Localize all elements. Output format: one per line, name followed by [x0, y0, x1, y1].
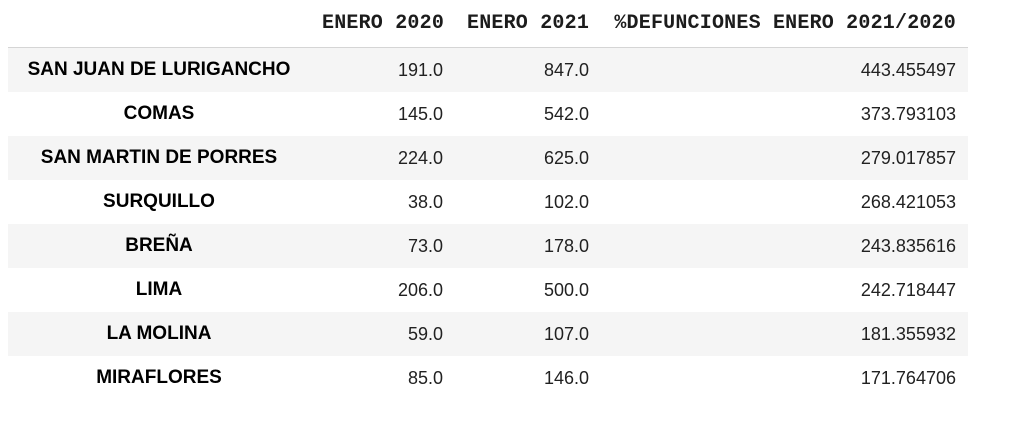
column-header-enero-2021: ENERO 2021 — [455, 0, 601, 48]
column-header-pct-defunciones: %DEFUNCIONES ENERO 2021/2020 — [601, 0, 968, 48]
district-label: MIRAFLORES — [96, 367, 222, 388]
table-body: SAN JUAN DE LURIGANCHO 191.0 847.0 443.4… — [8, 47, 968, 400]
cell-enero-2021: 500.0 — [543, 279, 589, 300]
district-label: LA MOLINA — [106, 323, 212, 344]
index-corner-cell — [8, 0, 310, 48]
cell-enero-2020: 73.0 — [407, 235, 443, 256]
cell-enero-2020: 191.0 — [397, 59, 443, 80]
table-row: COMAS 145.0 542.0 373.793103 — [8, 92, 968, 136]
district-label: COMAS — [123, 103, 195, 124]
cell-pct-defunciones: 279.017857 — [860, 147, 956, 168]
cell-pct-defunciones: 242.718447 — [860, 279, 956, 300]
cell-pct-defunciones: 373.793103 — [860, 103, 956, 124]
table-row: SAN MARTIN DE PORRES 224.0 625.0 279.017… — [8, 136, 968, 180]
cell-pct-defunciones: 443.455497 — [860, 59, 956, 80]
cell-enero-2021: 178.0 — [543, 235, 589, 256]
table-row: SAN JUAN DE LURIGANCHO 191.0 847.0 443.4… — [8, 47, 968, 92]
cell-enero-2021: 625.0 — [543, 147, 589, 168]
district-label: SAN JUAN DE LURIGANCHO — [27, 59, 291, 80]
cell-enero-2021: 146.0 — [543, 367, 589, 388]
cell-pct-defunciones: 243.835616 — [860, 235, 956, 256]
table-header: ENERO 2020 ENERO 2021 %DEFUNCIONES ENERO… — [8, 0, 968, 48]
cell-enero-2021: 847.0 — [543, 59, 589, 80]
table-row: SURQUILLO 38.0 102.0 268.421053 — [8, 180, 968, 224]
table-row: BREÑA 73.0 178.0 243.835616 — [8, 224, 968, 268]
cell-pct-defunciones: 181.355932 — [860, 323, 956, 344]
cell-enero-2021: 107.0 — [543, 323, 589, 344]
column-header-enero-2020: ENERO 2020 — [310, 0, 455, 48]
cell-enero-2020: 145.0 — [397, 103, 443, 124]
table-row: LIMA 206.0 500.0 242.718447 — [8, 268, 968, 312]
cell-enero-2020: 206.0 — [397, 279, 443, 300]
cell-enero-2021: 102.0 — [543, 191, 589, 212]
cell-enero-2020: 59.0 — [407, 323, 443, 344]
table-row: LA MOLINA 59.0 107.0 181.355932 — [8, 312, 968, 356]
cell-pct-defunciones: 268.421053 — [860, 191, 956, 212]
header-row: ENERO 2020 ENERO 2021 %DEFUNCIONES ENERO… — [8, 0, 968, 48]
table-row: MIRAFLORES 85.0 146.0 171.764706 — [8, 356, 968, 400]
district-label: SAN MARTIN DE PORRES — [40, 147, 278, 168]
cell-enero-2020: 85.0 — [407, 367, 443, 388]
cell-enero-2020: 224.0 — [397, 147, 443, 168]
district-label: LIMA — [135, 279, 183, 300]
district-label: SURQUILLO — [103, 191, 215, 212]
cell-pct-defunciones: 171.764706 — [860, 367, 956, 388]
defunciones-table: ENERO 2020 ENERO 2021 %DEFUNCIONES ENERO… — [8, 0, 968, 400]
district-label: BREÑA — [125, 235, 193, 256]
cell-enero-2020: 38.0 — [407, 191, 443, 212]
cell-enero-2021: 542.0 — [543, 103, 589, 124]
